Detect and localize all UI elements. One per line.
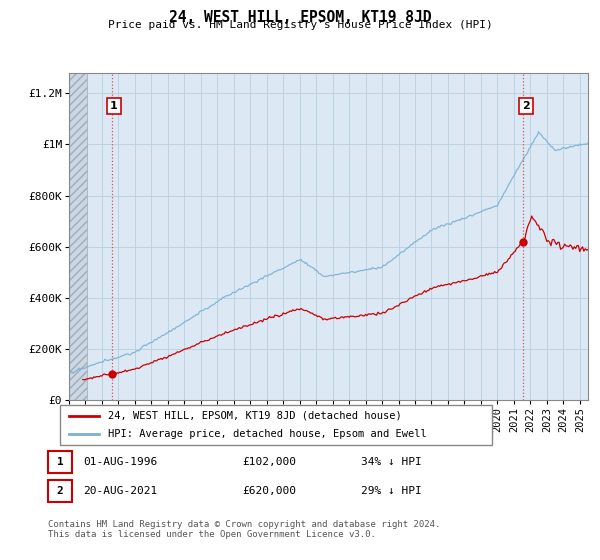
Bar	[69, 73, 87, 400]
Bar	[48, 480, 72, 502]
Text: £620,000: £620,000	[242, 486, 296, 496]
Bar	[48, 451, 72, 473]
Text: HPI: Average price, detached house, Epsom and Ewell: HPI: Average price, detached house, Epso…	[107, 430, 426, 439]
Text: 1: 1	[56, 457, 63, 466]
Text: 34% ↓ HPI: 34% ↓ HPI	[361, 457, 422, 466]
Text: 20-AUG-2021: 20-AUG-2021	[83, 486, 157, 496]
Text: 1: 1	[110, 101, 118, 111]
Text: 01-AUG-1996: 01-AUG-1996	[83, 457, 157, 466]
Text: Price paid vs. HM Land Registry's House Price Index (HPI): Price paid vs. HM Land Registry's House …	[107, 20, 493, 30]
Text: 29% ↓ HPI: 29% ↓ HPI	[361, 486, 422, 496]
Text: 2: 2	[56, 486, 63, 496]
Text: 24, WEST HILL, EPSOM, KT19 8JD (detached house): 24, WEST HILL, EPSOM, KT19 8JD (detached…	[107, 411, 401, 421]
Text: £102,000: £102,000	[242, 457, 296, 466]
Text: Contains HM Land Registry data © Crown copyright and database right 2024.
This d: Contains HM Land Registry data © Crown c…	[48, 520, 440, 539]
Text: 24, WEST HILL, EPSOM, KT19 8JD: 24, WEST HILL, EPSOM, KT19 8JD	[169, 10, 431, 25]
Text: 2: 2	[522, 101, 530, 111]
